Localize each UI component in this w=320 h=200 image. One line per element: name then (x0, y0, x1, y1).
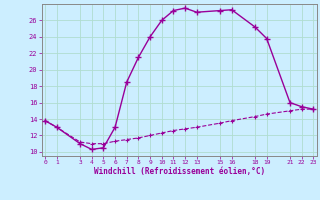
X-axis label: Windchill (Refroidissement éolien,°C): Windchill (Refroidissement éolien,°C) (94, 167, 265, 176)
